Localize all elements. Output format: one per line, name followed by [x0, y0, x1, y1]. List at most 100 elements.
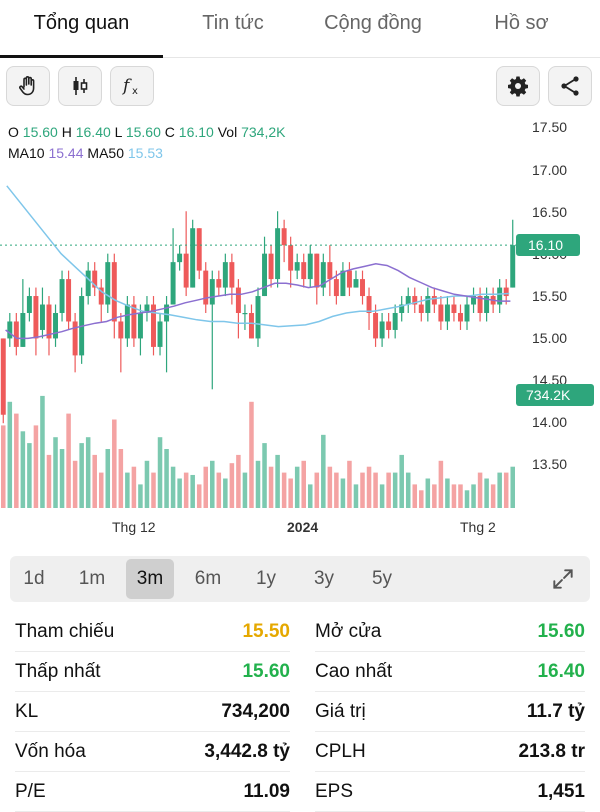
candlestick-chart[interactable]: [0, 118, 600, 548]
range-1d[interactable]: 1d: [23, 568, 45, 589]
candle-body: [137, 313, 143, 339]
volume-bar: [373, 472, 378, 508]
candle-body: [366, 296, 372, 313]
volume-bar: [151, 472, 156, 508]
volume-bar: [1, 425, 6, 508]
volume-bar: [477, 472, 483, 508]
candle-body: [346, 270, 352, 288]
volume-bar: [334, 472, 339, 508]
candle-body: [268, 253, 274, 280]
expand-icon[interactable]: [550, 566, 576, 592]
candle-body: [288, 245, 294, 271]
tab-overview[interactable]: Tổng quan: [0, 0, 163, 58]
candle-body: [281, 228, 287, 246]
svg-text:f: f: [121, 76, 132, 96]
top-tab-bar: Tổng quan Tin tức Cộng đồng Hồ sơ: [0, 0, 600, 58]
gear-icon: [508, 76, 528, 97]
candle-body: [248, 313, 254, 339]
volume-bar: [268, 466, 274, 508]
candle-body: [510, 245, 516, 288]
volume-bar: [412, 484, 418, 508]
stat-low: Thấp nhất 15.60: [15, 652, 290, 692]
range-3y[interactable]: 3y: [313, 568, 335, 589]
close-value: 16.10: [178, 124, 214, 140]
candle-body: [392, 313, 398, 330]
candle-body: [379, 321, 385, 339]
stat-value: 15.50: [242, 621, 290, 642]
stat-label: KL: [15, 701, 39, 722]
volume-bar: [314, 472, 320, 508]
x-tick-label: Thg 2: [460, 519, 496, 535]
open-label: O: [8, 124, 19, 140]
volume-bar: [379, 484, 385, 508]
candle-body: [373, 313, 379, 339]
volume-bar: [40, 395, 45, 508]
share-icon: [561, 76, 579, 96]
volume-bar: [405, 472, 411, 508]
range-5y[interactable]: 5y: [371, 568, 393, 589]
ohlc-legend: O 15.60 H 16.40 L 15.60 C 16.10 Vol 734,…: [8, 122, 285, 164]
stat-label: Giá trị: [315, 701, 366, 722]
hand-icon: [19, 76, 35, 96]
candle-body: [46, 304, 52, 339]
settings-button[interactable]: [496, 66, 540, 106]
candle-body: [294, 262, 300, 271]
candle-body: [53, 313, 59, 339]
volume-bar: [223, 478, 228, 508]
share-button[interactable]: [548, 66, 592, 106]
volume-bar: [210, 460, 215, 508]
candle-body: [333, 279, 339, 297]
candle-body: [307, 253, 313, 280]
stat-value: 15.60: [537, 621, 585, 642]
candle-body: [386, 321, 392, 330]
volume-bar: [262, 443, 267, 508]
x-tick-label: 2024: [287, 519, 319, 535]
stat-label: Cao nhất: [315, 661, 393, 682]
open-value: 15.60: [22, 124, 58, 140]
candle-body: [59, 279, 65, 313]
tab-news[interactable]: Tin tức: [202, 12, 264, 34]
last-volume-tag: 734.2K: [516, 384, 594, 406]
hand-tool-button[interactable]: [6, 66, 50, 106]
volume-bar: [464, 490, 470, 508]
candle-body: [431, 296, 437, 305]
volume-bar: [59, 449, 65, 508]
volume-bar: [112, 419, 117, 508]
chart-type-button[interactable]: [58, 66, 102, 106]
candle-body: [196, 228, 202, 271]
price-chart[interactable]: O 15.60 H 16.40 L 15.60 C 16.10 Vol 734,…: [0, 118, 600, 548]
candle-body: [183, 253, 189, 288]
volume-bar: [53, 437, 58, 508]
volume-bar: [14, 413, 19, 508]
ma10-label: MA10: [8, 145, 45, 161]
candle-body: [497, 287, 503, 305]
volume-bar: [294, 466, 300, 508]
range-3m[interactable]: 3m: [126, 559, 174, 599]
high-value: 16.40: [75, 124, 111, 140]
volume-bar: [236, 454, 241, 508]
candle-body: [177, 253, 183, 263]
volume-bar: [138, 484, 143, 508]
tab-profile[interactable]: Hồ sơ: [494, 12, 549, 34]
candle-body: [360, 279, 365, 297]
tab-community[interactable]: Cộng đồng: [324, 12, 422, 34]
range-1y[interactable]: 1y: [255, 568, 277, 589]
volume-bar: [490, 484, 496, 508]
stat-eps: EPS 1,451: [315, 772, 585, 812]
low-value: 15.60: [125, 124, 161, 140]
volume-bar: [366, 466, 372, 508]
y-tick-label: 17.50: [532, 119, 568, 135]
range-6m[interactable]: 6m: [194, 568, 222, 589]
candle-body: [164, 304, 170, 322]
candle-body: [33, 296, 39, 339]
range-1m[interactable]: 1m: [78, 568, 106, 589]
volume-bar: [46, 454, 52, 508]
stat-pe: P/E 11.09: [15, 772, 290, 812]
volume-bar: [183, 472, 189, 508]
stat-volume: KL 734,200: [15, 692, 290, 732]
candle-body: [464, 304, 470, 322]
stat-value: 11.7 tỷ: [526, 701, 585, 722]
volume-bar: [164, 449, 169, 508]
y-tick-label: 17.00: [532, 162, 568, 178]
